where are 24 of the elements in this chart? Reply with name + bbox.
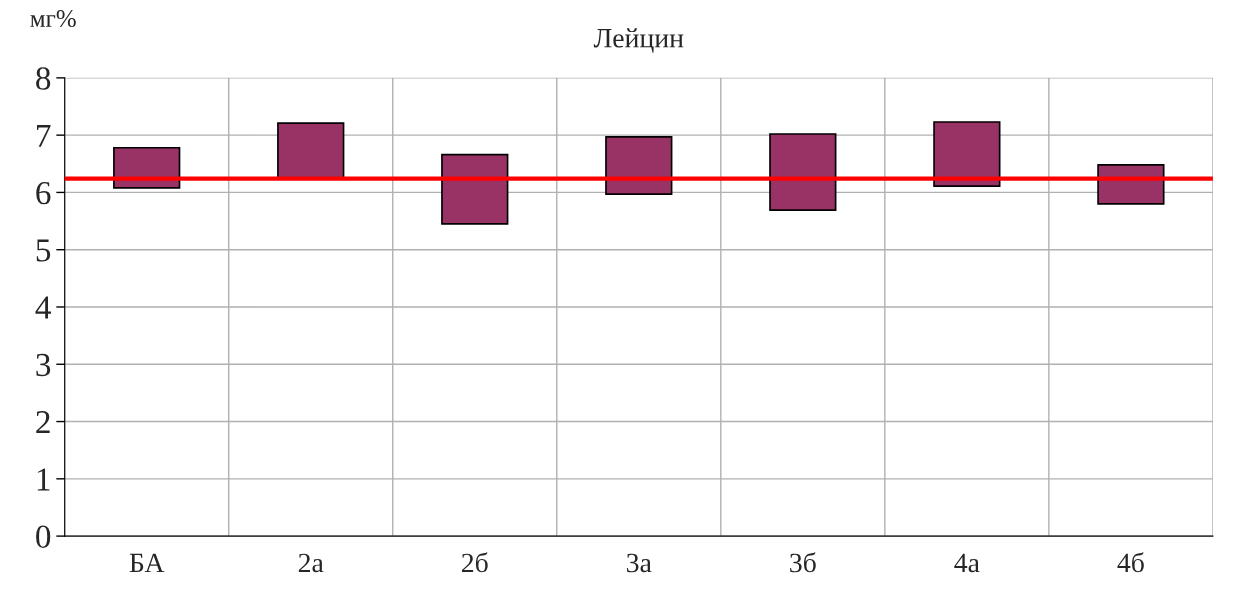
bar bbox=[113, 146, 181, 189]
y-tick-label: 6 bbox=[36, 181, 51, 205]
x-tick-label: 2б bbox=[461, 552, 488, 573]
x-tick-label: 3б bbox=[790, 552, 816, 573]
y-tick-label: 5 bbox=[36, 239, 51, 262]
y-tick-label: 4 bbox=[35, 296, 51, 319]
y-tick-label: 7 bbox=[37, 124, 51, 147]
bar bbox=[933, 121, 1001, 187]
chart-title: Лейцин bbox=[593, 28, 684, 53]
y-axis-title: мг% bbox=[30, 10, 76, 28]
x-tick-label: БА bbox=[129, 553, 165, 573]
bar bbox=[441, 153, 509, 225]
y-tick-label: 3 bbox=[36, 353, 51, 377]
y-tick-label: 8 bbox=[36, 67, 51, 90]
y-tick-label: 0 bbox=[36, 525, 51, 548]
bar bbox=[605, 136, 673, 195]
y-tick-label: 2 bbox=[36, 411, 50, 434]
x-tick-label: 4б bbox=[1117, 552, 1144, 573]
bar bbox=[769, 133, 837, 212]
x-tick-label: 4а bbox=[954, 553, 980, 573]
bar bbox=[277, 122, 345, 179]
y-tick-label: 1 bbox=[37, 468, 50, 491]
x-tick-label: 2а bbox=[298, 553, 324, 573]
x-tick-label: 3а bbox=[627, 553, 652, 573]
